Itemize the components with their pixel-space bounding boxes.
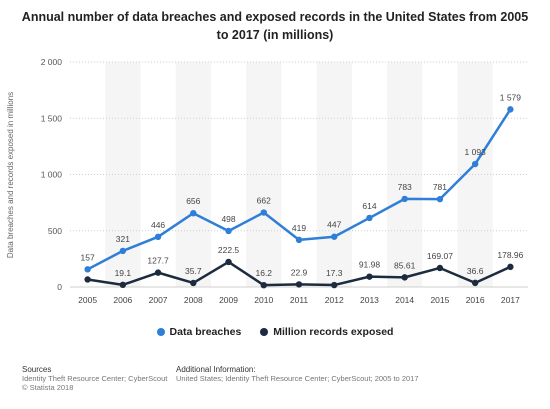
additional-info-heading: Additional Information: xyxy=(176,365,256,374)
y-axis-ticks: 0 500 1 000 1 500 2 000 xyxy=(41,57,63,292)
data-label: 498 xyxy=(221,214,235,224)
data-point xyxy=(507,263,514,271)
series-records-exposed: 19.1 127.7 35.7 222.5 16.2 22.9 17.3 91.98 85.61… xyxy=(84,245,524,289)
y-tick-label: 1 000 xyxy=(41,170,63,180)
legend: Data breaches Million records exposed xyxy=(0,326,550,339)
data-label: 22.9 xyxy=(291,267,308,277)
legend-marker-data-breaches xyxy=(156,328,165,336)
data-point xyxy=(119,247,127,255)
data-point xyxy=(471,160,479,168)
data-point xyxy=(260,209,267,216)
sources-line[interactable]: Identity Theft Resource Center; CyberSco… xyxy=(22,374,168,383)
legend-label-records-exposed: Million records exposed xyxy=(273,326,394,338)
x-tick-label: 2017 xyxy=(501,295,520,305)
data-label: 781 xyxy=(433,182,447,192)
x-tick-label: 2010 xyxy=(254,295,273,305)
legend-label-data-breaches: Data breaches xyxy=(169,326,242,338)
data-point xyxy=(190,279,197,287)
data-label: 321 xyxy=(116,234,130,244)
data-label: 157 xyxy=(81,252,95,262)
data-point xyxy=(331,233,338,240)
y-tick-label: 2 000 xyxy=(41,57,63,67)
data-point xyxy=(84,276,91,283)
x-tick-label: 2013 xyxy=(360,295,379,305)
data-label: 419 xyxy=(292,223,306,233)
data-point xyxy=(260,281,267,289)
sources-block: Sources Identity Theft Resource Center; … xyxy=(22,365,167,392)
series-group: 157 321 446 656 498 662 419 447 614 783 781 1 093 1 … xyxy=(81,92,524,289)
data-label: 783 xyxy=(398,182,412,192)
copyright-line[interactable]: © Statista 2018 xyxy=(22,383,74,392)
x-tick-label: 2012 xyxy=(325,295,344,305)
line-chart: 0 500 1 000 1 500 2 000 Data breaches and re… xyxy=(6,57,528,305)
data-label: 169.07 xyxy=(427,251,453,261)
data-label: 35.7 xyxy=(185,266,202,276)
legend-item-data-breaches[interactable]: Data breaches xyxy=(156,326,242,338)
data-label: 614 xyxy=(362,201,376,211)
x-tick-label: 2011 xyxy=(290,295,309,305)
additional-info-line: United States; Identity Theft Resource C… xyxy=(176,374,419,383)
column-band xyxy=(246,62,282,287)
data-label: 1 093 xyxy=(465,147,487,157)
data-point xyxy=(331,281,338,289)
data-label: 19.1 xyxy=(115,268,132,278)
data-point xyxy=(154,233,162,241)
data-point xyxy=(119,281,127,289)
x-tick-label: 2006 xyxy=(113,295,132,305)
y-tick-label: 500 xyxy=(48,226,62,236)
x-tick-label: 2016 xyxy=(466,295,485,305)
data-point xyxy=(507,106,514,113)
data-label: 656 xyxy=(186,196,200,206)
x-tick-label: 2007 xyxy=(149,295,168,305)
x-tick-label: 2014 xyxy=(395,295,414,305)
data-point xyxy=(295,236,303,244)
data-label: 1 579 xyxy=(500,92,522,102)
y-tick-label: 0 xyxy=(57,282,62,292)
data-label: 447 xyxy=(327,220,341,230)
data-point xyxy=(225,227,232,235)
legend-marker-records-exposed xyxy=(260,328,269,336)
column-band xyxy=(387,62,423,287)
y-axis-label: Data breaches and records exposed in mil… xyxy=(6,92,15,258)
data-label: 17.3 xyxy=(326,268,343,278)
data-point xyxy=(366,214,373,222)
data-point xyxy=(401,195,408,203)
data-point xyxy=(225,258,232,266)
data-label: 36.6 xyxy=(467,266,484,276)
data-point xyxy=(295,281,303,288)
data-label: 127.7 xyxy=(147,256,169,266)
legend-item-records-exposed[interactable]: Million records exposed xyxy=(260,326,393,338)
data-label: 662 xyxy=(257,196,271,206)
series-data-breaches: 157 321 446 656 498 662 419 447 614 783 781 1 093 1 … xyxy=(81,92,522,273)
data-label: 16.2 xyxy=(255,268,272,278)
data-point xyxy=(190,210,197,217)
data-label: 85.61 xyxy=(394,260,416,270)
x-axis-ticks: 2005 2006 2007 2008 2009 2010 2011 2012 2013 2014… xyxy=(78,295,520,305)
data-label: 91.98 xyxy=(359,260,381,270)
sources-heading: Sources xyxy=(22,365,52,374)
data-point xyxy=(154,269,162,276)
data-label: 446 xyxy=(151,220,165,230)
x-tick-label: 2008 xyxy=(184,295,203,305)
data-point xyxy=(366,273,373,280)
data-point xyxy=(84,266,91,273)
data-point xyxy=(471,279,479,287)
data-point xyxy=(436,264,444,272)
data-label: 178.96 xyxy=(497,250,523,260)
chart-title: Annual number of data breaches and expos… xyxy=(21,10,529,42)
x-tick-label: 2009 xyxy=(219,295,238,305)
data-label: 222.5 xyxy=(218,245,240,255)
additional-info-block: Additional Information: United States; I… xyxy=(176,365,419,383)
y-tick-label: 1 500 xyxy=(41,113,63,123)
data-point xyxy=(401,274,408,281)
data-point xyxy=(436,195,444,203)
x-tick-label: 2005 xyxy=(78,295,97,305)
x-tick-label: 2015 xyxy=(430,295,449,305)
